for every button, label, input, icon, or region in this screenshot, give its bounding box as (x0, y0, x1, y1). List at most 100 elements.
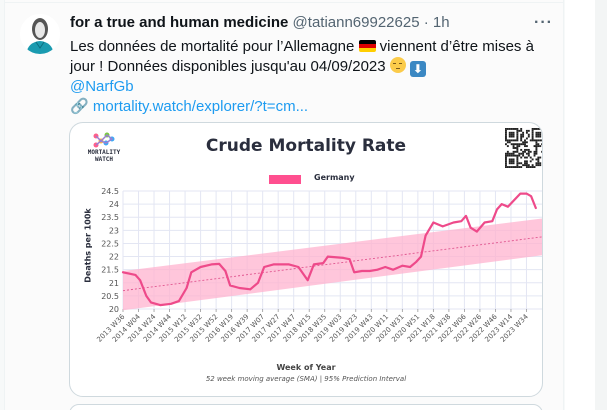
qr-module (535, 162, 538, 165)
qr-module (524, 160, 526, 163)
qr-module (535, 145, 538, 148)
qr-module (527, 150, 530, 153)
qr-module (505, 139, 507, 142)
tweet-text-part2: viennent d’être mises à jour ! Données d… (70, 38, 534, 75)
trend-line (122, 236, 542, 292)
y-tick-label: 20 (109, 305, 119, 314)
qr-module (510, 135, 513, 138)
avatar[interactable] (20, 14, 60, 54)
separator-dot: · (423, 14, 429, 31)
qr-module (510, 162, 513, 165)
author-name[interactable]: for a true and human medicine (70, 14, 289, 31)
y-tick-label: 24.5 (101, 187, 119, 196)
qr-module (514, 150, 517, 153)
data-point (525, 192, 528, 195)
qr-module (527, 129, 530, 132)
qr-module (535, 143, 538, 146)
data-point (376, 268, 379, 271)
qr-module (524, 145, 526, 148)
qr-module (535, 152, 538, 155)
qr-module (516, 156, 519, 159)
data-point (257, 281, 259, 284)
data-point (348, 258, 351, 261)
qr-module (514, 139, 517, 142)
qr-module (516, 150, 519, 153)
media-card[interactable]: MORTALITY WATCH Crude Mortality Rate Ger… (69, 122, 543, 397)
data-point (199, 266, 202, 268)
qr-module (535, 164, 538, 167)
qr-module (531, 166, 534, 168)
qr-module (512, 150, 515, 153)
url-link[interactable]: mortality.watch/explorer/?t=cm... (92, 98, 309, 115)
qr-module (522, 150, 525, 153)
qr-module (531, 158, 534, 161)
data-point (134, 274, 137, 276)
y-tick-label: 23.5 (101, 213, 119, 222)
data-point (238, 287, 241, 289)
qr-module (533, 139, 536, 142)
qr-module (537, 145, 540, 148)
chart-title: Crude Mortality Rate (205, 136, 407, 156)
qr-module (529, 160, 532, 163)
timestamp[interactable]: 1h (432, 14, 450, 31)
qr-module (505, 131, 507, 134)
qr-module (522, 131, 525, 134)
data-point (185, 287, 188, 289)
data-point (342, 256, 345, 259)
qr-module (510, 160, 513, 163)
qr-module (508, 162, 511, 165)
qr-module (516, 133, 519, 136)
qr-module (535, 158, 538, 161)
link-icon: 🔗 (70, 98, 89, 115)
data-point (424, 234, 427, 237)
qr-module (522, 143, 525, 146)
author-handle[interactable]: @tatiann69922625 (292, 14, 420, 31)
gutter (565, 0, 595, 410)
qr-module (508, 135, 511, 138)
qr-module (506, 150, 509, 153)
qr-module (520, 129, 523, 132)
y-tick-label: 22 (109, 253, 119, 262)
qr-module (525, 131, 528, 134)
y-tick-label: 22.5 (101, 239, 119, 248)
logo-text-line1: MORTALITY (87, 149, 121, 156)
mention-link[interactable]: @NarfGb (70, 78, 134, 95)
data-point (150, 301, 152, 304)
qr-module (505, 164, 507, 167)
qr-module (514, 147, 517, 149)
qr-module (539, 131, 542, 134)
qr-module (520, 166, 523, 168)
qr-module (518, 129, 521, 132)
x-axis-label: Week of Year (276, 363, 336, 372)
ellipsis-icon[interactable]: ··· (534, 14, 553, 31)
qr-module (505, 135, 507, 138)
qr-module (512, 147, 515, 149)
qr-module (525, 141, 528, 144)
qr-module (512, 154, 515, 157)
data-point (465, 215, 467, 217)
qr-module (508, 133, 511, 136)
qr-module (527, 154, 530, 157)
qr-module (527, 135, 530, 138)
qr-module (520, 128, 523, 130)
qr-module (516, 160, 519, 163)
data-point (139, 279, 141, 282)
tweet-header: for a true and human medicine @tatiann69… (70, 14, 450, 31)
qr-module (527, 148, 530, 151)
qr-module (505, 143, 507, 146)
qr-module (512, 143, 515, 146)
qr-module (533, 145, 536, 148)
qr-module (508, 141, 511, 144)
qr-module (514, 128, 517, 130)
qr-module (529, 156, 532, 159)
qr-module (505, 128, 507, 130)
qr-module (539, 162, 542, 165)
qr-module (520, 152, 523, 155)
qr-module (518, 145, 521, 148)
data-point (322, 262, 325, 265)
relieved-face-icon (389, 57, 406, 73)
sidebar-edge (595, 0, 607, 410)
logo-text: MORTALITY WATCH (80, 149, 128, 163)
qr-module (510, 158, 513, 161)
data-point (534, 207, 537, 209)
